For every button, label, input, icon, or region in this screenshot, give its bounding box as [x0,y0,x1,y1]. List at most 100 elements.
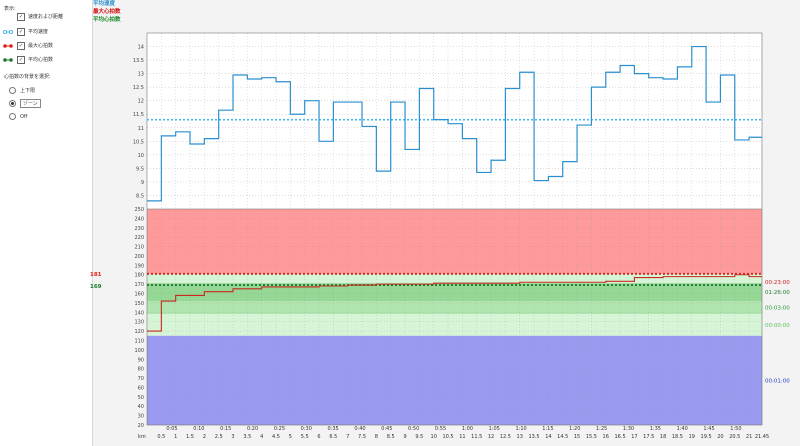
km-tick-label: 3.5 [243,434,251,440]
off-radio-option[interactable]: Off [3,112,27,121]
max-hr-legend-icon [3,43,13,48]
hr-y-tick-label: 150 [134,301,144,307]
hr-y-tick-label: 30 [138,414,144,420]
avg-hr-option[interactable]: ✓ 平均心拍数 [3,55,53,64]
km-tick-label: 9 [403,434,406,440]
km-tick-label: 5 [289,434,292,440]
hr-y-tick-label: 60 [138,385,144,391]
off-radio[interactable] [9,113,16,120]
plot-frame [146,32,763,426]
km-tick-label: 13.5 [528,434,539,440]
time-tick-label: 0:25 [274,426,285,432]
max-hr-checkbox[interactable]: ✓ [17,41,25,50]
speed-distance-option[interactable]: ✓ 速度および距離 [3,12,63,21]
hr-y-tick-label: 50 [138,395,144,401]
hr-background-title: 心拍数の背景を選択: [4,74,51,80]
time-tick-label: 1:45 [703,426,714,432]
hr-y-tick-label: 130 [134,320,144,326]
legend-avg-speed: 平均速度 [93,1,116,7]
km-tick-label: 17.5 [643,434,654,440]
km-tick-label: 1 [174,434,177,440]
time-tick-label: 0:40 [354,426,365,432]
max-hr-label: 最大心拍数 [28,43,54,49]
avg-speed-checkbox[interactable]: ✓ [17,27,25,36]
time-tick-label: 0:30 [301,426,312,432]
hr-series-line [147,274,762,332]
km-tick-label: 11 [459,434,465,440]
km-tick-label: 2 [203,434,206,440]
time-tick-label: 1:25 [596,426,607,432]
range-radio[interactable] [9,87,16,94]
km-tick-label: 20.5 [729,434,740,440]
time-tick-label: 0:35 [327,426,338,432]
time-tick-label: 0:10 [193,426,204,432]
hr-zone-band [147,335,762,425]
zone-radio-option[interactable]: ゾーン [3,99,41,108]
km-tick-label: 21.45 [755,434,769,440]
time-tick-label: 1:40 [677,426,688,432]
time-tick-label: 0:05 [166,426,177,432]
km-tick-label: 15 [574,434,580,440]
km-tick-label: 2.5 [215,434,223,440]
chart-labels: 8.599.51010.51111.51212.51313.5142030405… [90,45,790,440]
zone-duration-label: 00:23:00 [765,280,790,286]
avg-speed-option[interactable]: ✓ 平均速度 [3,27,48,36]
hr-y-tick-label: 110 [134,338,144,344]
hr-y-tick-label: 100 [134,348,144,354]
hr-y-tick-label: 250 [134,207,144,213]
speed-y-tick-label: 12.5 [133,85,144,91]
zone-duration-label: 00:03:00 [765,306,790,312]
time-tick-label: 1:30 [623,426,634,432]
options-sidebar: 表示: ✓ 速度および距離 ✓ 平均速度 ✓ 最大心拍数 ✓ 平均心拍数 心拍数… [0,0,93,446]
km-tick-label: 6 [317,434,320,440]
legend-max-hr: 最大心拍数 [93,9,121,15]
km-tick-label: 18 [660,434,666,440]
time-tick-label: 1:35 [650,426,661,432]
km-tick-label: 11.5 [471,434,482,440]
range-radio-option[interactable]: 上下限 [3,86,35,95]
time-tick-label: 0:55 [435,426,446,432]
km-tick-label: 5.5 [301,434,309,440]
hr-zone-band [147,273,762,284]
max-hr-value-label: 181 [90,272,102,278]
km-axis-label: km [138,434,146,440]
speed-y-tick-label: 12 [138,99,144,105]
hr-y-tick-label: 200 [134,254,144,260]
hr-zone-band [147,314,762,336]
hr-y-tick-label: 20 [138,423,144,429]
zone-duration-label: 01:26:00 [765,290,790,296]
km-tick-label: 8 [375,434,378,440]
time-tick-label: 1:00 [462,426,473,432]
avg-hr-value-label: 169 [90,284,102,290]
km-tick-label: 4.5 [272,434,280,440]
avg-hr-checkbox[interactable]: ✓ [17,55,25,64]
speed-y-tick-label: 11.5 [133,112,144,118]
speed-y-tick-label: 8.5 [136,193,144,199]
speed-y-tick-label: 10 [138,153,144,159]
hr-y-tick-label: 170 [134,282,144,288]
km-tick-label: 17 [631,434,637,440]
max-hr-option[interactable]: ✓ 最大心拍数 [3,41,53,50]
speed-y-tick-label: 9 [141,180,144,186]
speed-y-tick-label: 10.5 [133,139,144,145]
speed-y-tick-label: 13.5 [133,58,144,64]
km-tick-label: 4 [260,434,263,440]
chart-legend-header: 平均速度 最大心拍数 平均心拍数 [93,0,121,24]
km-tick-label: 0.5 [157,434,165,440]
hr-y-tick-label: 40 [138,404,144,410]
hr-zone-band [147,209,762,274]
hr-y-tick-label: 80 [138,367,144,373]
legend-avg-hr: 平均心拍数 [93,17,121,23]
speed-plot-area [147,33,762,209]
speed-distance-checkbox[interactable]: ✓ [17,12,25,21]
hr-zone-band [147,283,762,302]
speed-y-tick-label: 9.5 [136,166,144,172]
speed-distance-label: 速度および距離 [28,14,64,20]
time-tick-label: 1:20 [569,426,580,432]
km-tick-label: 7.5 [358,434,366,440]
km-tick-label: 15.5 [586,434,597,440]
zone-radio[interactable] [9,100,16,107]
km-tick-label: 20 [717,434,723,440]
km-tick-label: 12.5 [500,434,511,440]
